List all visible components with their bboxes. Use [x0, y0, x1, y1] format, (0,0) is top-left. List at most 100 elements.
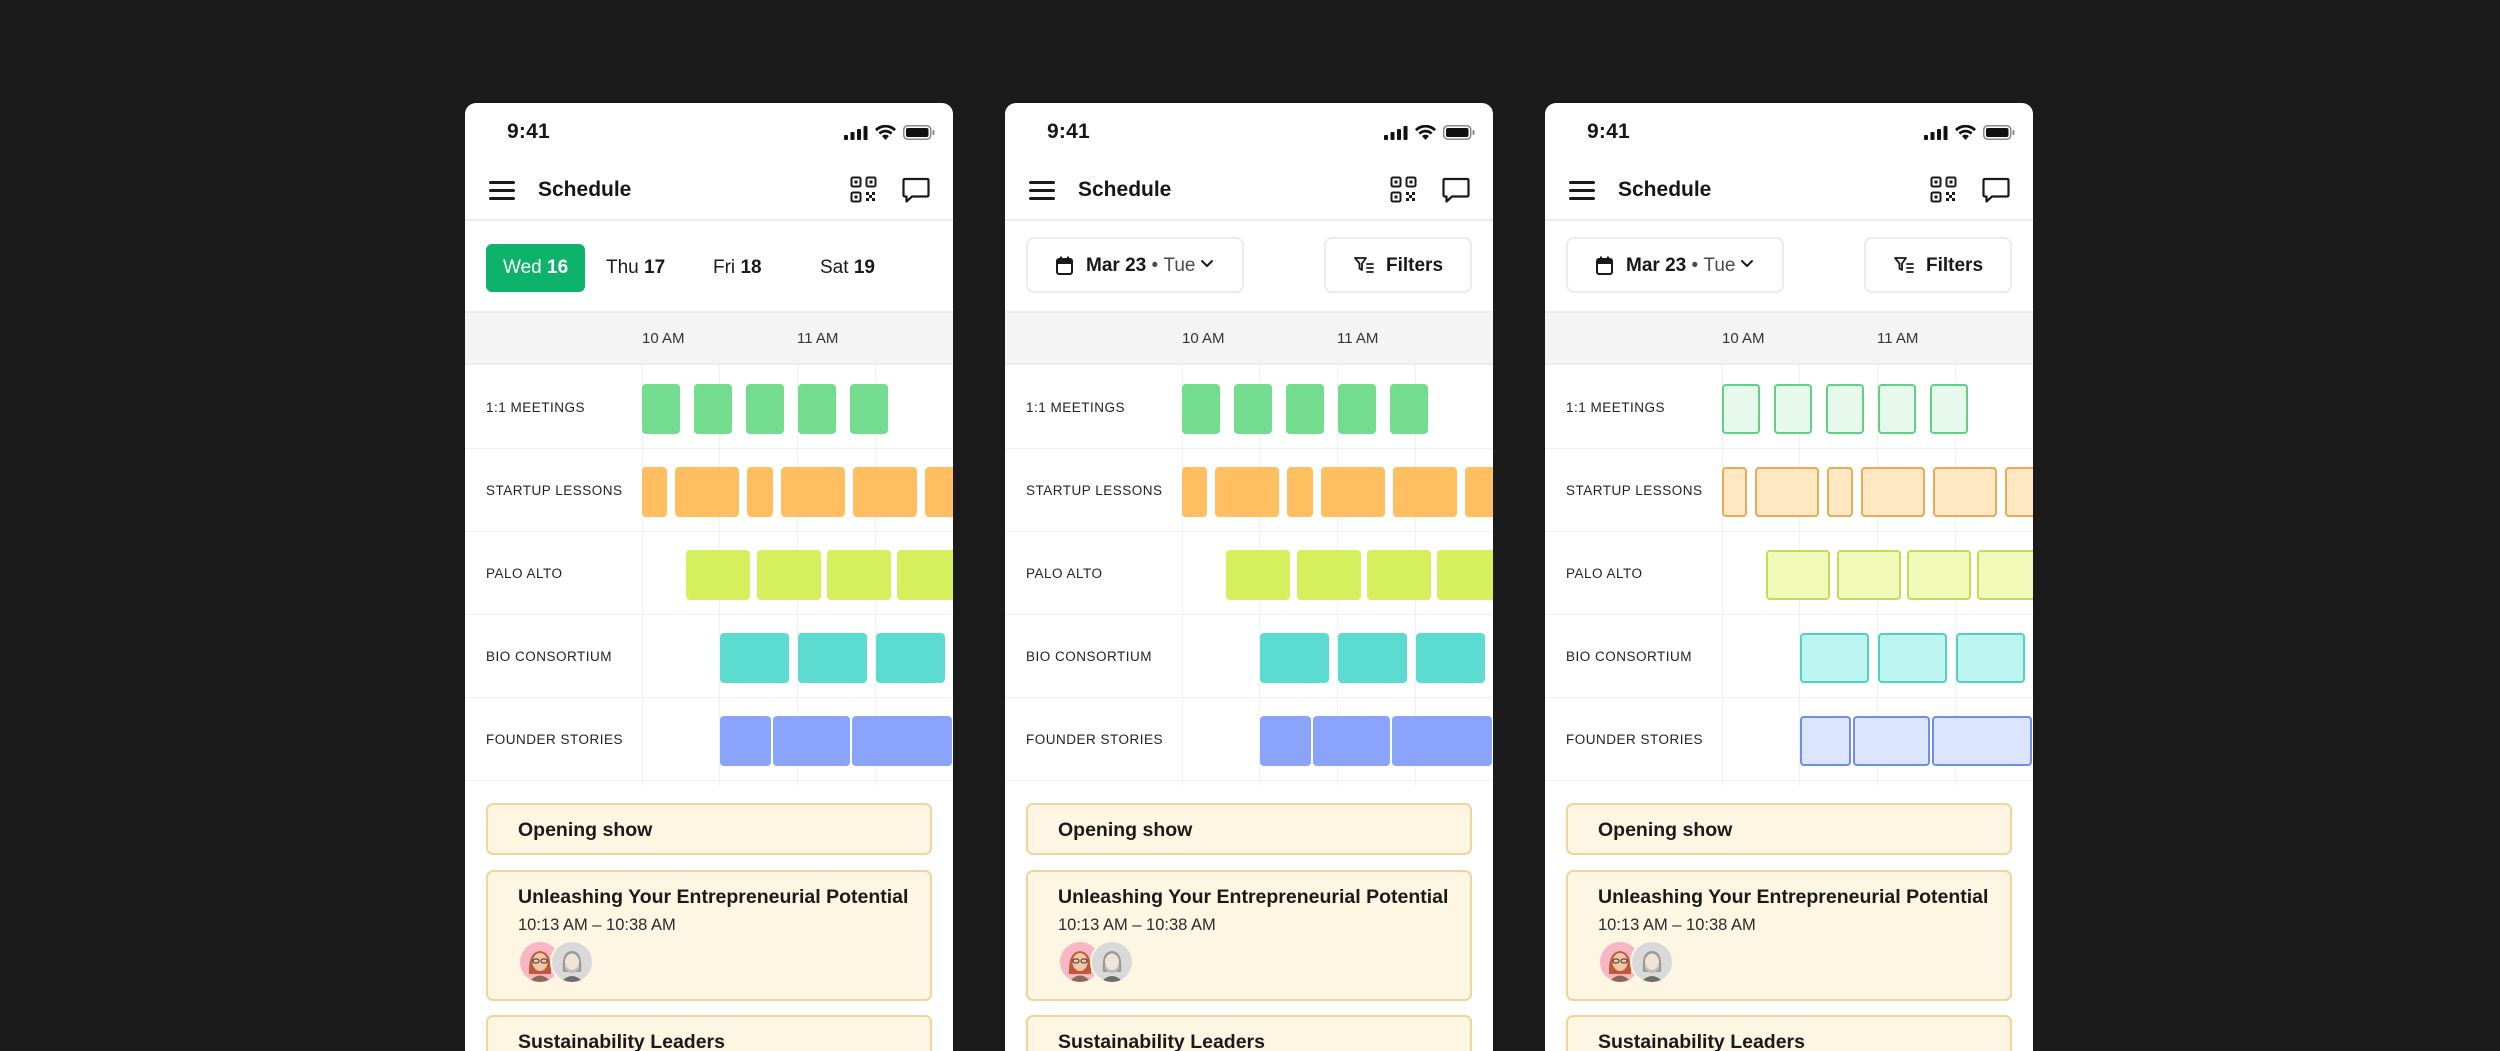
session-block[interactable]: [1878, 633, 1947, 683]
menu-icon[interactable]: [489, 177, 515, 203]
session-block[interactable]: [1260, 633, 1329, 683]
session-block[interactable]: [1182, 384, 1220, 434]
session-block[interactable]: [642, 384, 680, 434]
day-tab[interactable]: Sat 19: [803, 244, 892, 292]
session-block[interactable]: [1826, 384, 1864, 434]
session-block[interactable]: [746, 384, 784, 434]
chat-icon[interactable]: [901, 175, 931, 205]
avatar[interactable]: [1090, 940, 1134, 984]
session-card[interactable]: Unleashing Your Entrepreneurial Potentia…: [1566, 870, 2012, 1001]
menu-icon[interactable]: [1029, 177, 1055, 203]
track-startup-lessons: STARTUP LESSONS: [1545, 448, 2033, 532]
session-block[interactable]: [1367, 550, 1431, 600]
qr-code-icon[interactable]: [850, 176, 877, 203]
session-block[interactable]: [1837, 550, 1901, 600]
session-block[interactable]: [1313, 716, 1390, 766]
session-block[interactable]: [675, 467, 739, 517]
day-tab-day: Fri: [713, 257, 736, 278]
session-block[interactable]: [1338, 384, 1376, 434]
session-block[interactable]: [2005, 467, 2033, 517]
session-block[interactable]: [1338, 633, 1407, 683]
session-block[interactable]: [798, 633, 867, 683]
session-block[interactable]: [1465, 467, 1493, 517]
session-card[interactable]: Sustainability Leaders: [1026, 1015, 1472, 1051]
session-block[interactable]: [1907, 550, 1971, 600]
menu-icon[interactable]: [1569, 177, 1595, 203]
session-block[interactable]: [720, 716, 771, 766]
session-block[interactable]: [757, 550, 821, 600]
session-block[interactable]: [1932, 716, 2032, 766]
day-tab-day: Wed: [503, 257, 542, 278]
session-block[interactable]: [1286, 384, 1324, 434]
session-block[interactable]: [1977, 550, 2033, 600]
session-block[interactable]: [1437, 550, 1493, 600]
calendar-icon: [1596, 256, 1613, 275]
session-block[interactable]: [1390, 384, 1428, 434]
session-card[interactable]: Sustainability Leaders: [486, 1015, 932, 1051]
session-card[interactable]: Opening show: [1026, 803, 1472, 855]
session-block[interactable]: [1878, 384, 1916, 434]
session-card[interactable]: Unleashing Your Entrepreneurial Potentia…: [1026, 870, 1472, 1001]
session-block[interactable]: [1827, 467, 1853, 517]
session-block[interactable]: [694, 384, 732, 434]
qr-code-icon[interactable]: [1390, 176, 1417, 203]
session-block[interactable]: [827, 550, 891, 600]
session-block[interactable]: [1234, 384, 1272, 434]
session-block[interactable]: [1800, 716, 1851, 766]
session-block[interactable]: [1226, 550, 1290, 600]
session-block[interactable]: [1861, 467, 1925, 517]
session-block[interactable]: [876, 633, 945, 683]
session-block[interactable]: [1766, 550, 1830, 600]
session-block[interactable]: [773, 716, 850, 766]
session-block[interactable]: [798, 384, 836, 434]
session-block[interactable]: [1297, 550, 1361, 600]
session-block[interactable]: [1956, 633, 2025, 683]
session-card[interactable]: Sustainability Leaders: [1566, 1015, 2012, 1051]
session-card[interactable]: Opening show: [1566, 803, 2012, 855]
session-block[interactable]: [642, 467, 667, 517]
chat-icon[interactable]: [1981, 175, 2011, 205]
session-block[interactable]: [925, 467, 953, 517]
session-block[interactable]: [897, 550, 953, 600]
session-block[interactable]: [852, 716, 952, 766]
session-block[interactable]: [1182, 467, 1207, 517]
filters-button[interactable]: Filters: [1864, 237, 2012, 293]
session-block[interactable]: [1287, 467, 1313, 517]
qr-code-icon[interactable]: [1930, 176, 1957, 203]
session-block[interactable]: [1722, 384, 1760, 434]
session-block[interactable]: [1853, 716, 1930, 766]
session-block[interactable]: [1722, 467, 1747, 517]
session-block[interactable]: [1755, 467, 1819, 517]
filters-button[interactable]: Filters: [1324, 237, 1472, 293]
day-tab[interactable]: Fri 18: [696, 244, 779, 292]
day-tab[interactable]: Thu 17: [589, 244, 682, 292]
session-block[interactable]: [720, 633, 789, 683]
date-picker-button[interactable]: Mar 23 • Tue: [1026, 237, 1244, 293]
session-block[interactable]: [1215, 467, 1279, 517]
battery-icon: [1983, 125, 2015, 140]
session-block[interactable]: [850, 384, 888, 434]
avatar[interactable]: [1630, 940, 1674, 984]
session-block[interactable]: [1774, 384, 1812, 434]
session-card[interactable]: Opening show: [486, 803, 932, 855]
time-label-11am: 11 AM: [1877, 330, 1919, 347]
session-block[interactable]: [1392, 716, 1492, 766]
track-label: PALO ALTO: [1566, 566, 1643, 581]
session-block[interactable]: [686, 550, 750, 600]
session-block[interactable]: [1416, 633, 1485, 683]
session-block[interactable]: [1321, 467, 1385, 517]
date-picker-button[interactable]: Mar 23 • Tue: [1566, 237, 1784, 293]
session-card[interactable]: Unleashing Your Entrepreneurial Potentia…: [486, 870, 932, 1001]
session-block[interactable]: [1933, 467, 1997, 517]
session-block[interactable]: [1800, 633, 1869, 683]
session-block[interactable]: [1930, 384, 1968, 434]
session-block[interactable]: [853, 467, 917, 517]
session-block[interactable]: [1260, 716, 1311, 766]
session-block[interactable]: [781, 467, 845, 517]
day-tab[interactable]: Wed 16: [486, 244, 586, 292]
chat-icon[interactable]: [1441, 175, 1471, 205]
avatar[interactable]: [550, 940, 594, 984]
session-block[interactable]: [1393, 467, 1457, 517]
session-block[interactable]: [747, 467, 773, 517]
session-title: Unleashing Your Entrepreneurial Potentia…: [518, 886, 909, 908]
